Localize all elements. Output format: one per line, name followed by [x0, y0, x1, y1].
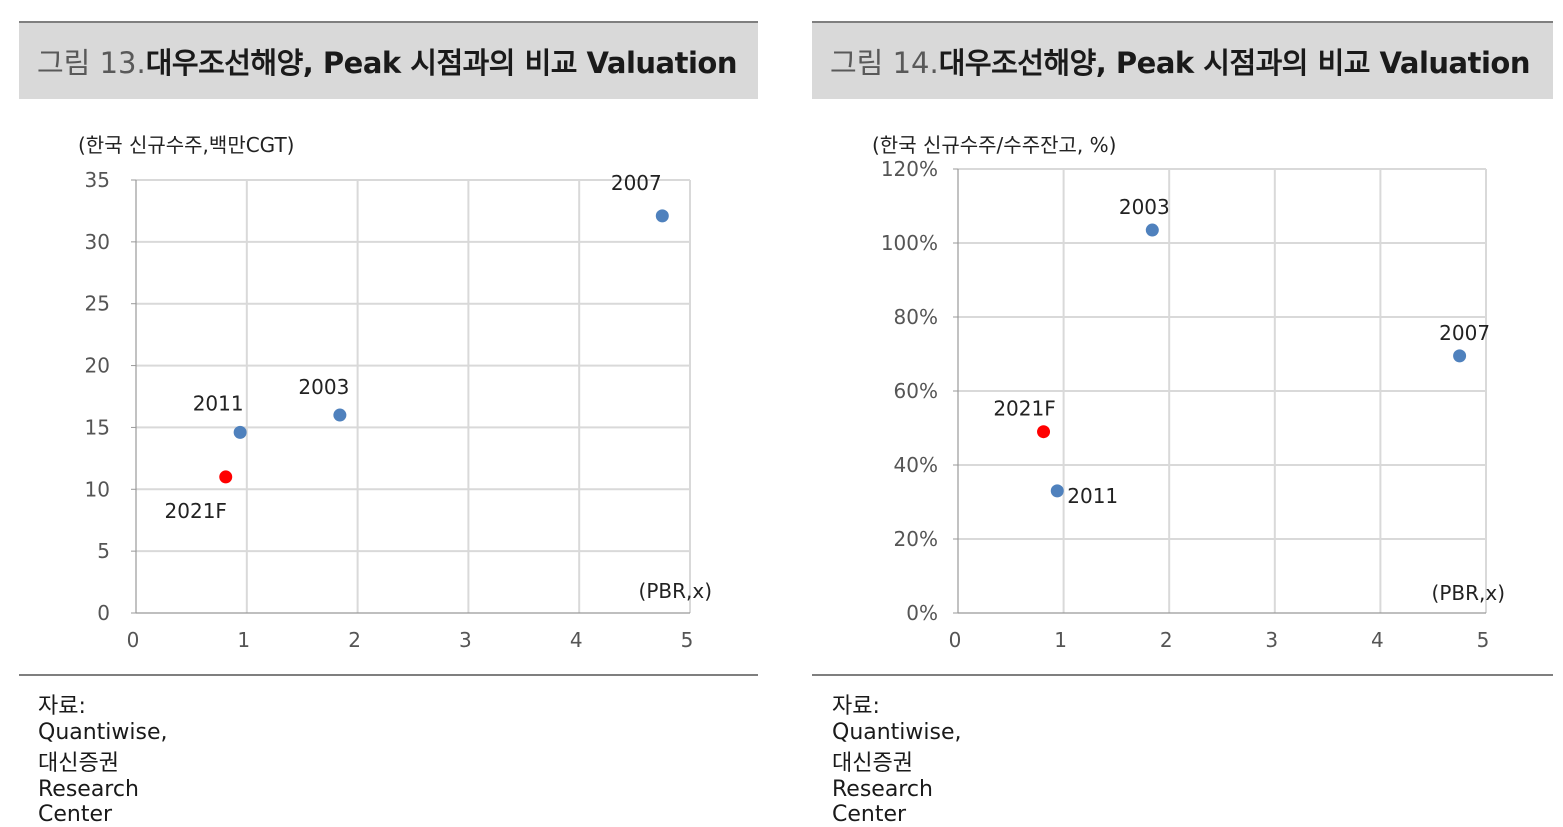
- data-label-2011: 2011: [193, 391, 244, 415]
- bottom-rule: [19, 674, 758, 676]
- x-tick-label: 2: [348, 628, 361, 652]
- y-tick-label: 20: [85, 354, 110, 378]
- bottom-rule: [812, 674, 1553, 676]
- x-tick-label: 1: [1054, 628, 1067, 652]
- scatter-chart-left: 0 5 10 15 20 25 30 35 0 1 2 3 4 5 (한국 신규수주,백만CGT) (PBR,…: [78, 133, 712, 652]
- figure-title: 대우조선해양, Peak 시점과의 비교 Valuation: [145, 46, 738, 80]
- figure-header: 그림 13. 대우조선해양, Peak 시점과의 비교 Valuation: [19, 23, 758, 99]
- scatter-chart-right: 0% 20% 40% 60% 80% 100% 120% 0 1 2 3 4 5 (한국 신규수주/수주잔…: [872, 133, 1505, 652]
- x-axis-title: (PBR,x): [1432, 581, 1505, 605]
- data-point-2021F: [219, 470, 233, 484]
- figure-header: 그림 14. 대우조선해양, Peak 시점과의 비교 Valuation: [812, 23, 1553, 99]
- y-tick-label: 10: [85, 477, 110, 501]
- data-label-2003: 2003: [1119, 195, 1170, 219]
- x-tick-label: 3: [1265, 628, 1278, 652]
- data-label-2007: 2007: [611, 171, 662, 195]
- y-tick-label: 35: [85, 168, 110, 192]
- data-label-2021F: 2021F: [165, 499, 227, 523]
- y-tick-label: 30: [85, 230, 110, 254]
- top-rule: [19, 21, 758, 23]
- figure-number: 그림 14.: [830, 46, 939, 80]
- x-axis-title: (PBR,x): [639, 579, 712, 603]
- y-tick-label: 25: [85, 292, 110, 316]
- x-tick-label: 3: [459, 628, 472, 652]
- y-tick-label: 100%: [881, 231, 938, 255]
- data-label-2007: 2007: [1439, 321, 1490, 345]
- y-tick-label: 0%: [906, 601, 938, 625]
- x-tick-label: 5: [681, 628, 694, 652]
- y-tick-label: 20%: [894, 527, 938, 551]
- x-tick-label: 5: [1477, 628, 1490, 652]
- data-point-2003: [1145, 223, 1159, 237]
- y-tick-label: 5: [97, 539, 110, 563]
- y-tick-label: 80%: [894, 305, 938, 329]
- y-tick-label: 40%: [894, 453, 938, 477]
- data-point-2007: [655, 209, 669, 223]
- data-label-2011: 2011: [1067, 484, 1118, 508]
- y-tick-label: 0: [97, 601, 110, 625]
- x-tick-label: 4: [570, 628, 583, 652]
- data-point-2021F: [1037, 425, 1051, 439]
- x-tick-label: 4: [1371, 628, 1384, 652]
- x-tick-label: 2: [1160, 628, 1173, 652]
- x-tick-label: 0: [127, 628, 140, 652]
- data-point-2011: [233, 425, 247, 439]
- data-label-2003: 2003: [298, 375, 349, 399]
- figure-number: 그림 13.: [37, 46, 146, 80]
- data-label-2021F: 2021F: [993, 397, 1055, 421]
- y-axis-title: (한국 신규수주,백만CGT): [78, 133, 295, 157]
- figure-title: 대우조선해양, Peak 시점과의 비교 Valuation: [938, 46, 1531, 80]
- y-tick-label: 120%: [881, 157, 938, 181]
- y-tick-label: 60%: [894, 379, 938, 403]
- y-axis-title: (한국 신규수주/수주잔고, %): [872, 133, 1116, 157]
- data-point-2003: [333, 408, 347, 422]
- top-rule: [812, 21, 1553, 23]
- x-tick-label: 0: [949, 628, 962, 652]
- data-point-2011: [1050, 484, 1064, 498]
- y-tick-label: 15: [85, 415, 110, 439]
- x-tick-label: 1: [237, 628, 250, 652]
- data-point-2007: [1453, 349, 1467, 363]
